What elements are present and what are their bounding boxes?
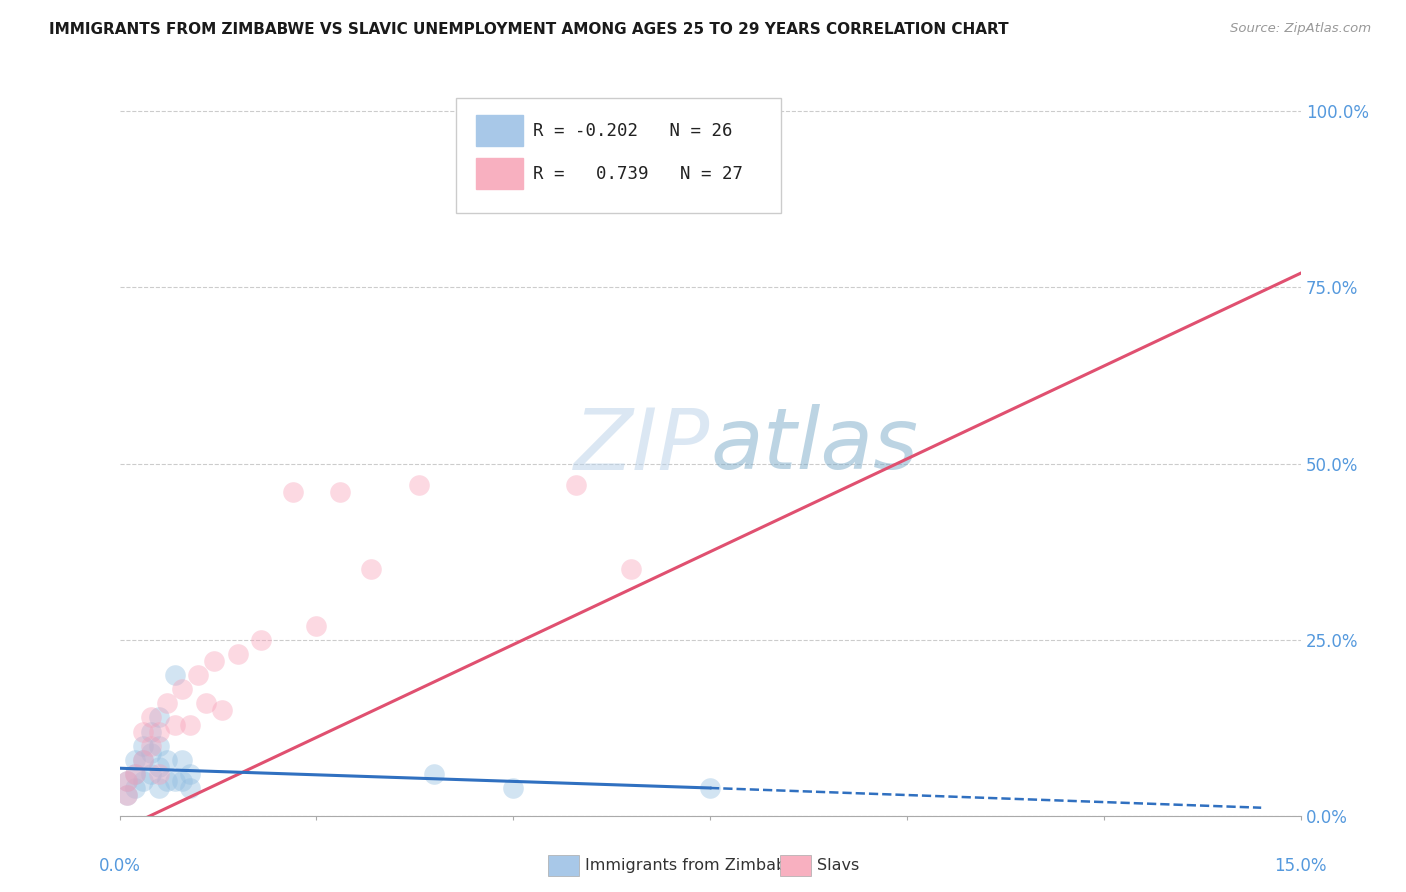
- Point: [124, 780, 146, 795]
- Point: [423, 767, 446, 781]
- Point: [172, 753, 194, 767]
- Text: ZIP: ZIP: [574, 404, 710, 488]
- Point: [132, 724, 155, 739]
- Point: [226, 647, 249, 661]
- Point: [195, 697, 218, 711]
- Text: R =   0.739   N = 27: R = 0.739 N = 27: [533, 164, 742, 183]
- Text: atlas: atlas: [710, 404, 918, 488]
- Point: [139, 724, 162, 739]
- Text: Immigrants from Zimbabwe: Immigrants from Zimbabwe: [585, 858, 808, 872]
- FancyBboxPatch shape: [477, 115, 523, 146]
- Point: [148, 780, 170, 795]
- Point: [250, 632, 273, 647]
- Text: IMMIGRANTS FROM ZIMBABWE VS SLAVIC UNEMPLOYMENT AMONG AGES 25 TO 29 YEARS CORREL: IMMIGRANTS FROM ZIMBABWE VS SLAVIC UNEMP…: [49, 22, 1010, 37]
- Point: [132, 753, 155, 767]
- Point: [156, 697, 179, 711]
- FancyBboxPatch shape: [456, 98, 780, 213]
- Text: 15.0%: 15.0%: [1274, 857, 1327, 875]
- Point: [139, 767, 162, 781]
- Point: [148, 767, 170, 781]
- Point: [281, 484, 304, 499]
- Text: 0.0%: 0.0%: [98, 857, 141, 875]
- Text: Slavs: Slavs: [817, 858, 859, 872]
- Point: [565, 477, 588, 491]
- Point: [148, 710, 170, 724]
- Point: [139, 739, 162, 753]
- Point: [699, 104, 721, 119]
- Point: [148, 739, 170, 753]
- Point: [620, 562, 643, 576]
- Point: [117, 773, 139, 788]
- Point: [211, 703, 233, 717]
- Point: [163, 773, 186, 788]
- Point: [163, 717, 186, 731]
- Point: [305, 619, 328, 633]
- Point: [179, 780, 201, 795]
- Point: [117, 788, 139, 802]
- Point: [117, 773, 139, 788]
- Point: [163, 668, 186, 682]
- Point: [148, 724, 170, 739]
- Point: [408, 477, 430, 491]
- Point: [124, 767, 146, 781]
- Point: [132, 753, 155, 767]
- Text: Source: ZipAtlas.com: Source: ZipAtlas.com: [1230, 22, 1371, 36]
- Point: [124, 753, 146, 767]
- Point: [148, 760, 170, 774]
- Point: [132, 739, 155, 753]
- Point: [502, 780, 524, 795]
- Point: [172, 773, 194, 788]
- FancyBboxPatch shape: [477, 158, 523, 189]
- Point: [139, 710, 162, 724]
- Point: [132, 773, 155, 788]
- Text: R = -0.202   N = 26: R = -0.202 N = 26: [533, 121, 733, 140]
- Point: [187, 668, 209, 682]
- Point: [172, 682, 194, 697]
- Point: [156, 753, 179, 767]
- Point: [117, 788, 139, 802]
- Point: [124, 767, 146, 781]
- Point: [329, 484, 352, 499]
- Point: [202, 654, 225, 668]
- Point: [360, 562, 382, 576]
- Point: [699, 780, 721, 795]
- Point: [139, 746, 162, 760]
- Point: [179, 717, 201, 731]
- Point: [179, 767, 201, 781]
- Point: [156, 773, 179, 788]
